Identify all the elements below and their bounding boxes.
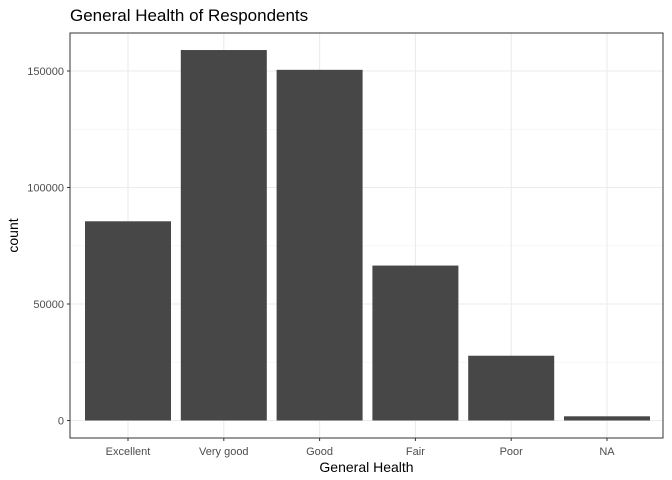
y-axis: 0 50000 100000 150000: [27, 66, 70, 428]
y-tick-label: 0: [58, 416, 64, 428]
y-axis-title: count: [5, 218, 21, 252]
bar-good: [276, 69, 363, 421]
panel-border: [69, 32, 664, 439]
x-axis-title: General Health: [319, 459, 413, 475]
y-tick-label: 100000: [27, 183, 64, 195]
x-tick-label: Excellent: [106, 446, 151, 458]
bar-na: [564, 416, 650, 421]
x-tick-label: Fair: [406, 446, 425, 458]
chart-title: General Health of Respondents: [70, 6, 308, 25]
x-tick-label: Good: [306, 446, 333, 458]
bars: [85, 50, 650, 421]
bar-excellent: [85, 221, 171, 421]
bar-fair: [372, 265, 459, 421]
x-tick-label: Very good: [199, 446, 249, 458]
plot-panel: [69, 32, 664, 439]
y-tick-label: 150000: [27, 66, 64, 78]
x-axis: Excellent Very good Good Fair Poor NA: [106, 438, 615, 458]
y-tick-label: 50000: [33, 299, 64, 311]
bar-very-good: [180, 50, 267, 421]
x-tick-label: Poor: [500, 446, 524, 458]
x-tick-label: NA: [599, 446, 615, 458]
bar-poor: [468, 355, 555, 421]
